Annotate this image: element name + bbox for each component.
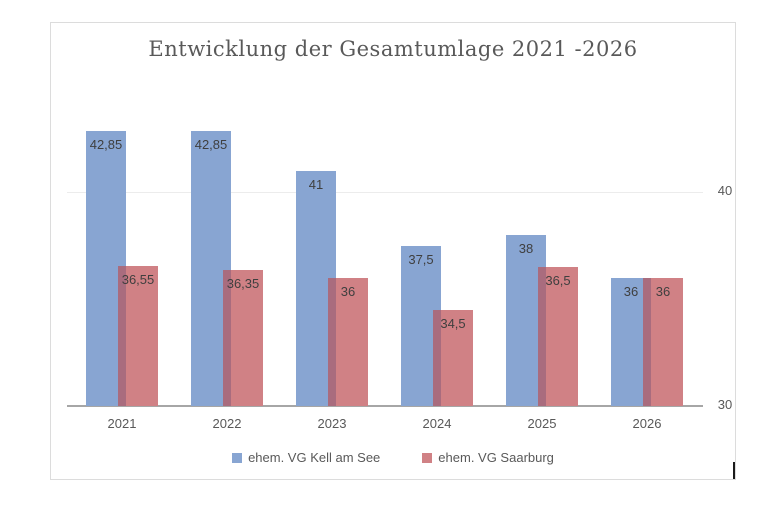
legend-swatch-icon — [232, 452, 243, 463]
x-axis-label-2026: 2026 — [632, 416, 662, 431]
data-label-saarburg-2026: 36 — [655, 283, 671, 299]
x-axis-line — [67, 405, 703, 407]
bar-overlap-2024 — [433, 309, 441, 406]
data-label-saarburg-2021: 36,55 — [121, 271, 155, 287]
data-label-saarburg-2025: 36,5 — [545, 272, 571, 288]
x-axis-label-2022: 2022 — [212, 416, 242, 431]
legend-label: ehem. VG Saarburg — [438, 450, 554, 465]
data-label-kell-2021: 42,85 — [89, 137, 123, 152]
x-axis-label-2024: 2024 — [422, 416, 452, 431]
x-axis-label-2023: 2023 — [317, 416, 347, 431]
bar-overlap-2026 — [643, 277, 651, 406]
bar-overlap-2022 — [223, 270, 231, 406]
bar-overlap-2023 — [328, 277, 336, 406]
y-axis-tick-label: 40 — [717, 183, 733, 198]
data-label-saarburg-2022: 36,35 — [226, 276, 260, 292]
bar-overlap-2021 — [118, 265, 126, 406]
data-label-saarburg-2024: 34,5 — [440, 315, 466, 331]
legend-item-kell-am-see: ehem. VG Kell am See — [232, 450, 380, 465]
text-cursor-mark — [733, 462, 735, 479]
plot-area: 30 40 42,85 36,55 2021 42,85 36,35 2022 41 36 2023… — [51, 23, 735, 479]
data-label-kell-2026: 36 — [623, 283, 639, 299]
gridline-40 — [67, 192, 703, 193]
data-label-kell-2024: 37,5 — [408, 251, 434, 267]
data-label-kell-2023: 41 — [308, 176, 324, 192]
chart-frame: Entwicklung der Gesamtumlage 2021 -2026 … — [50, 22, 736, 480]
x-axis-label-2025: 2025 — [527, 416, 557, 431]
bar-overlap-2025 — [538, 266, 546, 406]
chart-title: Entwicklung der Gesamtumlage 2021 -2026 — [148, 37, 638, 61]
data-label-saarburg-2023: 36 — [340, 283, 356, 299]
y-axis-tick-label: 30 — [717, 397, 733, 412]
legend-item-saarburg: ehem. VG Saarburg — [422, 450, 554, 465]
data-label-kell-2022: 42,85 — [194, 137, 228, 152]
legend-label: ehem. VG Kell am See — [248, 450, 381, 465]
x-axis-label-2021: 2021 — [107, 416, 137, 431]
legend-swatch-icon — [422, 452, 433, 463]
legend: ehem. VG Kell am See ehem. VG Saarburg — [51, 450, 735, 465]
data-label-kell-2025: 38 — [518, 240, 534, 256]
